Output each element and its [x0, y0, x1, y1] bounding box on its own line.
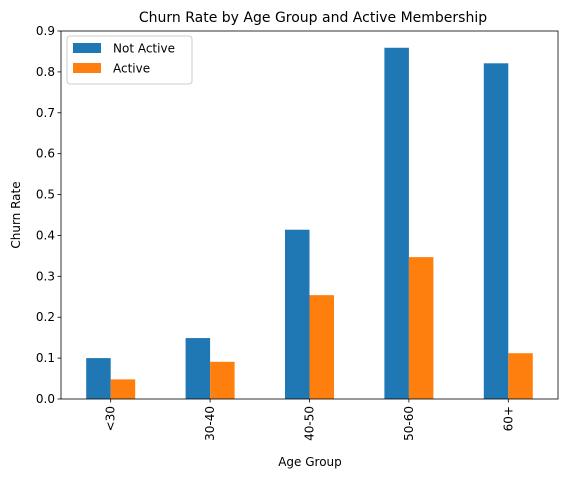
x-tick-label: 30-40 — [203, 406, 217, 441]
x-tick-label: 40-50 — [303, 406, 317, 441]
chart-title: Churn Rate by Age Group and Active Membe… — [139, 10, 487, 26]
x-axis-ticks: <30 30-40 40-50 50-60 60+ — [104, 399, 515, 441]
y-tick-label: 0.0 — [36, 392, 55, 406]
y-axis-label: Churn Rate — [9, 181, 23, 248]
bar-active-1 — [210, 361, 235, 399]
y-tick-label: 0.4 — [36, 228, 55, 242]
x-tick-label: <30 — [104, 406, 118, 431]
y-tick-label: 0.6 — [36, 147, 55, 161]
bar-not-active-3 — [384, 47, 409, 400]
y-tick-label: 0.9 — [36, 24, 55, 38]
x-tick-label: 50-60 — [402, 406, 416, 441]
bar-active-2 — [309, 295, 334, 399]
x-tick-label: 60+ — [501, 406, 515, 431]
plot-frame — [60, 30, 559, 400]
legend: Not Active Active — [66, 35, 193, 85]
y-tick-label: 0.7 — [36, 106, 55, 120]
bar-not-active-2 — [285, 229, 310, 399]
bar-active-4 — [508, 353, 533, 399]
y-tick-label: 0.3 — [36, 269, 55, 283]
x-axis-label: Age Group — [278, 455, 342, 469]
bar-active-3 — [408, 257, 434, 399]
legend-label: Not Active — [113, 42, 175, 56]
bar-not-active-0 — [86, 358, 111, 399]
y-tick-label: 0.8 — [36, 65, 55, 79]
y-tick-label: 0.5 — [36, 188, 55, 202]
bars-group — [86, 47, 533, 400]
y-tick-label: 0.2 — [36, 310, 55, 324]
legend-swatch — [73, 43, 101, 53]
legend-swatch — [73, 63, 101, 73]
legend-label: Active — [113, 62, 150, 76]
bar-not-active-4 — [483, 63, 509, 400]
bar-active-0 — [110, 379, 136, 399]
y-tick-label: 0.1 — [36, 351, 55, 365]
y-axis-ticks: 0.0 0.1 0.2 0.3 0.4 0.5 0.6 0.7 0.8 0.9 — [36, 24, 61, 406]
bar-not-active-1 — [185, 338, 211, 399]
